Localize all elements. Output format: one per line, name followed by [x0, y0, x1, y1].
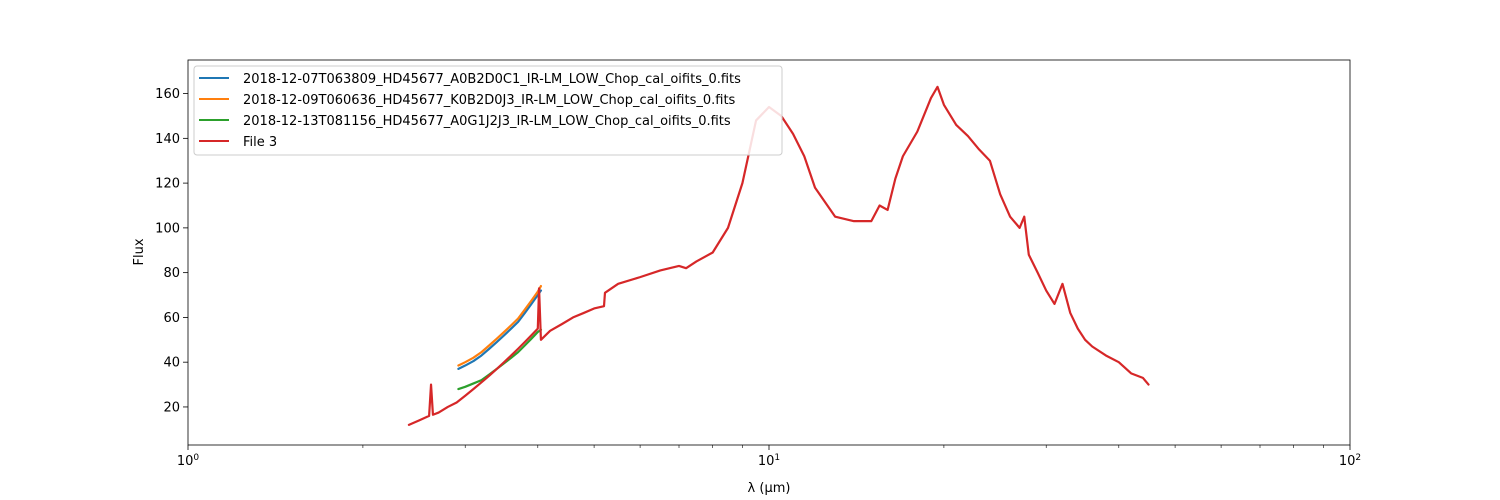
- x-axis-label: λ (μm): [748, 481, 791, 496]
- x-tick-label-0: 100: [177, 453, 200, 469]
- series-line-1: [457, 284, 543, 367]
- y-axis-label: Flux: [132, 238, 147, 265]
- y-tick-label-7: 160: [155, 87, 180, 102]
- y-axis: 20 40 60 80 100 120 140 160: [155, 87, 188, 415]
- legend-box: [193, 65, 783, 156]
- x-tick-label-2: 102: [1339, 453, 1361, 469]
- y-tick-label-0: 20: [163, 400, 180, 415]
- y-tick-label-2: 60: [163, 311, 180, 326]
- legend-label-0: 2018-12-07T063809_HD45677_A0B2D0C1_IR-LM…: [243, 72, 741, 87]
- legend-label-3: File 3: [243, 135, 277, 150]
- legend-label-1: 2018-12-09T060636_HD45677_K0B2D0J3_IR-LM…: [243, 93, 736, 108]
- series-line-0: [457, 289, 543, 370]
- legend: 2018-12-07T063809_HD45677_A0B2D0C1_IR-LM…: [193, 65, 783, 156]
- x-tick-label-1: 101: [758, 453, 780, 469]
- y-tick-label-4: 100: [155, 221, 180, 236]
- y-tick-label-5: 120: [155, 177, 180, 192]
- y-tick-label-6: 140: [155, 132, 180, 147]
- y-tick-label-3: 80: [163, 266, 180, 281]
- x-axis: 100 101 102: [177, 445, 1361, 469]
- y-tick-label-1: 40: [163, 356, 180, 371]
- legend-label-2: 2018-12-13T081156_HD45677_A0G1J2J3_IR-LM…: [243, 114, 731, 129]
